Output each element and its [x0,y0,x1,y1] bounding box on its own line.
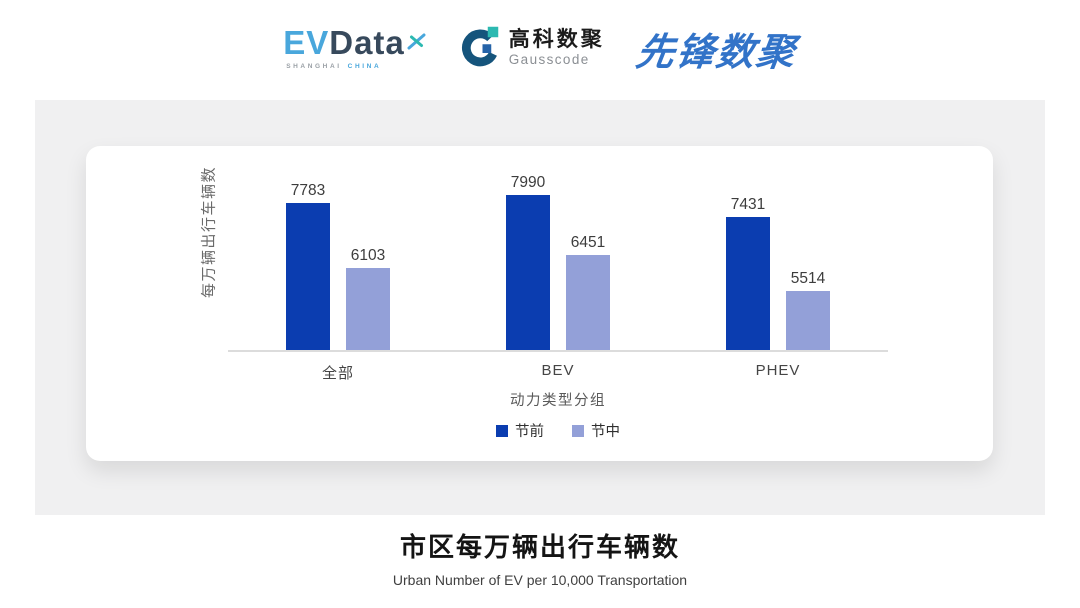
bar-value-label: 7990 [510,174,546,191]
x-tick-label: 全部 [321,365,354,382]
evdata-logo: EV Data SHANGHAI CHINA [283,26,426,70]
bar-value-label: 6103 [350,247,386,264]
legend-item: 节前 [496,420,544,441]
bar-group: 7990 6451 [506,174,610,350]
bar-value-label: 5514 [790,270,826,287]
gausscode-cn-text: 高科数聚 [508,28,605,52]
logo-header: EV Data SHANGHAI CHINA 高科数聚 Gausscode [0,16,1080,80]
evdata-sub-china: CHINA [347,63,382,70]
legend-label: 节中 [591,424,620,440]
gausscode-g-icon [458,25,500,72]
chart-title: 市区每万辆出行车辆数 [399,532,680,562]
bar-group: 7783 6103 [286,182,390,350]
bar [286,203,330,350]
legend-label: 节前 [515,424,544,440]
bar [726,217,770,350]
pioneer-logo: 先锋数聚 [633,31,800,74]
evdata-data-text: Data [329,24,405,61]
x-tick-label: BEV [541,362,575,379]
legend-swatch [572,424,584,437]
footer: 市区每万辆出行车辆数 Urban Number of EV per 10,000… [0,527,1080,588]
y-axis-label: 每万辆出行车辆数 [200,165,218,299]
bar-value-label: 7783 [290,182,326,199]
spark-x-icon [407,22,426,55]
bar [786,291,830,350]
bar-value-label: 6451 [570,234,606,251]
bar-column: 7783 [286,182,330,350]
bar-column: 5514 [786,270,830,350]
bar-column: 6451 [566,234,610,350]
evdata-sub-shanghai: SHANGHAI [286,63,342,70]
evdata-wordmark: EV Data [283,26,426,59]
bar [506,195,550,350]
bar [566,255,610,350]
bar-group: 7431 5514 [726,196,830,350]
bar-column: 6103 [346,247,390,350]
legend-swatch [496,424,508,437]
x-axis-title: 动力类型分组 [510,393,606,409]
x-tick-label: PHEV [755,362,801,379]
chart-subtitle: Urban Number of EV per 10,000 Transporta… [392,572,688,588]
gausscode-logo: 高科数聚 Gausscode [458,25,605,72]
bar-column: 7990 [506,174,550,350]
gausscode-en-text: Gausscode [508,52,590,68]
chart-card: 每万辆出行车辆数 7783 6103 7990 6451 7431 5514 全部 BEV P… [86,146,993,461]
plot-area: 7783 6103 7990 6451 7431 5514 [228,156,888,352]
bar-value-label: 7431 [730,196,766,213]
evdata-subtext: SHANGHAI CHINA [283,63,426,70]
bar-column: 7431 [726,196,770,350]
legend: 节前 节中 [228,420,888,441]
evdata-ev-text: EV [283,24,330,61]
x-ticks: 全部 BEV PHEV [228,362,888,383]
gausscode-wordmark: 高科数聚 Gausscode [509,28,605,68]
bar [346,268,390,350]
chart-panel: 每万辆出行车辆数 7783 6103 7990 6451 7431 5514 全部 BEV P… [35,100,1045,515]
legend-item: 节中 [572,420,620,441]
